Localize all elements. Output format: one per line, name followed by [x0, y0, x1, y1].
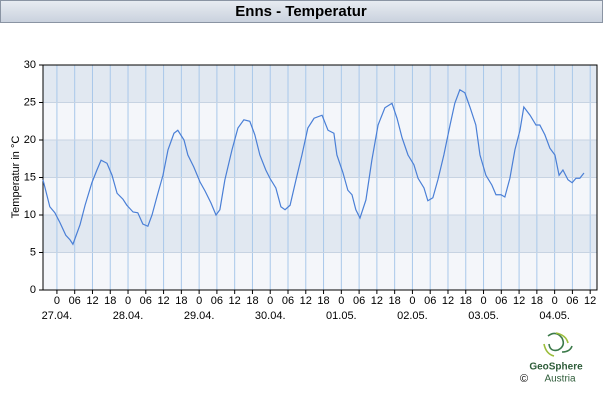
data-line — [42, 88, 585, 246]
y-tick-label: 30 — [24, 59, 36, 71]
x-tick-label: 12 — [371, 295, 383, 307]
logo-icon — [543, 332, 573, 357]
copyright: © — [520, 373, 528, 385]
x-tick-label: 12 — [442, 295, 454, 307]
y-tick-label: 25 — [24, 96, 36, 108]
x-tick-label: 12 — [157, 295, 169, 307]
band — [43, 177, 597, 215]
x-date-label: 02.05. — [397, 310, 428, 322]
logo-text: GeoSphere — [529, 362, 583, 373]
x-tick-label: 18 — [531, 295, 543, 307]
x-tick-label: 0 — [552, 295, 558, 307]
band — [43, 102, 597, 140]
x-date-label: 28.04. — [113, 310, 144, 322]
y-axis-label: Temperatur in °C — [10, 136, 22, 219]
x-tick-label: 0 — [54, 295, 60, 307]
x-tick-label: 18 — [175, 295, 187, 307]
x-tick-label: 06 — [353, 295, 365, 307]
x-tick-label: 12 — [86, 295, 98, 307]
x-tick-label: 06 — [211, 295, 223, 307]
band — [43, 140, 597, 178]
x-tick-label: 12 — [229, 295, 241, 307]
x-tick-label: 0 — [125, 295, 131, 307]
x-tick-label: 06 — [566, 295, 578, 307]
x-tick-label: 12 — [513, 295, 525, 307]
x-date-label: 30.04. — [255, 310, 286, 322]
x-tick-label: 06 — [424, 295, 436, 307]
x-tick-label: 0 — [267, 295, 273, 307]
x-tick-label: 18 — [104, 295, 116, 307]
band — [43, 252, 597, 290]
x-tick-label: 0 — [196, 295, 202, 307]
y-tick-label: 0 — [30, 284, 36, 296]
x-date-label: 01.05. — [326, 310, 357, 322]
x-tick-label: 12 — [300, 295, 312, 307]
y-tick-label: 15 — [24, 171, 36, 183]
x-date-label: 27.04. — [42, 310, 73, 322]
x-tick-label: 0 — [480, 295, 486, 307]
plot-area: 0 06 12 18 0 06 12 18 0 06 12 18 0 06 12 18 0 06 12 18 0 06 12… — [24, 59, 598, 322]
logo-text: Austria — [544, 374, 576, 385]
x-date-label: 29.04. — [184, 310, 215, 322]
x-tick-label: 18 — [389, 295, 401, 307]
chart-title: Enns - Temperatur — [235, 3, 367, 20]
x-tick-label: 06 — [69, 295, 81, 307]
x-tick-label: 12 — [584, 295, 596, 307]
y-tick-label: 5 — [30, 246, 36, 258]
x-date-label: 04.05. — [539, 310, 570, 322]
x-tick-label: 0 — [338, 295, 344, 307]
x-tick-label: 06 — [140, 295, 152, 307]
x-tick-label: 0 — [409, 295, 415, 307]
plot-frame — [42, 64, 598, 291]
x-tick-label: 06 — [495, 295, 507, 307]
y-tick-label: 10 — [24, 209, 36, 221]
band — [43, 215, 597, 253]
x-date-label: 03.05. — [468, 310, 499, 322]
x-tick-label: 18 — [246, 295, 258, 307]
x-tick-label: 18 — [460, 295, 472, 307]
x-tick-label: 06 — [282, 295, 294, 307]
x-tick-label: 18 — [317, 295, 329, 307]
y-tick-label: 20 — [24, 134, 36, 146]
band — [43, 65, 597, 103]
